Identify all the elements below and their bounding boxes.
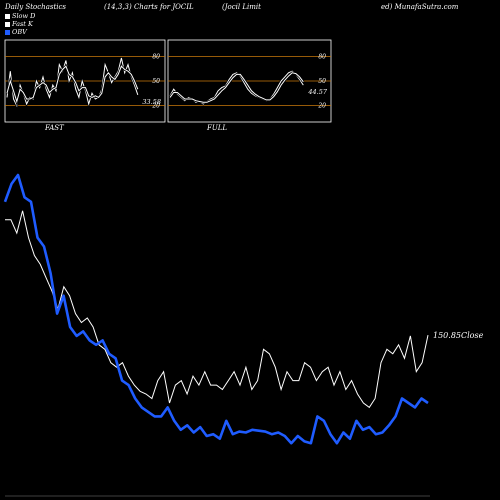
legend-item-obv: OBV xyxy=(5,28,35,36)
full-panel-level-label-50: 50 xyxy=(318,78,326,85)
obv-line xyxy=(3,173,429,445)
fast-panel-series-1-line xyxy=(6,65,139,104)
price-close-line xyxy=(5,210,429,409)
chart-title-company: (Jocil Limit xyxy=(222,3,261,11)
main-price-panel: 150.85Close xyxy=(3,173,484,497)
chart-title-site: ed) MunafaSutra.com xyxy=(381,3,459,11)
close-value-label: 150.85Close xyxy=(433,331,484,340)
legend: Slow D Fast K OBV xyxy=(5,12,35,36)
full-panel-label: FULL xyxy=(207,124,228,132)
fast-panel-level-label-20: 20 xyxy=(151,103,160,110)
legend-swatch-obv xyxy=(5,29,10,35)
legend-swatch-fast-k xyxy=(5,21,10,27)
legend-label-obv: OBV xyxy=(12,28,27,36)
legend-item-fast-k: Fast K xyxy=(5,20,35,28)
fast-panel-level-label-50: 50 xyxy=(152,78,160,85)
legend-item-slow-d: Slow D xyxy=(5,12,35,20)
full-panel-level-label-20: 20 xyxy=(317,103,326,110)
fast-panel-value-label: 33.58 xyxy=(142,98,161,106)
fast-panel-level-label-80: 80 xyxy=(152,53,160,60)
full-panel-value-label: 44.57 xyxy=(307,88,327,96)
fast-panel-label: FAST xyxy=(45,124,64,132)
full-panel: 80 50 20 44.57 xyxy=(167,39,332,123)
legend-label-fast-k: Fast K xyxy=(12,20,33,28)
legend-swatch-slow-d xyxy=(5,13,10,19)
full-panel-level-label-80: 80 xyxy=(318,53,326,60)
chart-title-params: (14,3,3) Charts for JOCIL xyxy=(104,3,194,11)
full-panel-series-1-line xyxy=(169,72,304,103)
chart-title-left: Daily Stochastics xyxy=(5,3,67,11)
legend-label-slow-d: Slow D xyxy=(12,12,36,20)
